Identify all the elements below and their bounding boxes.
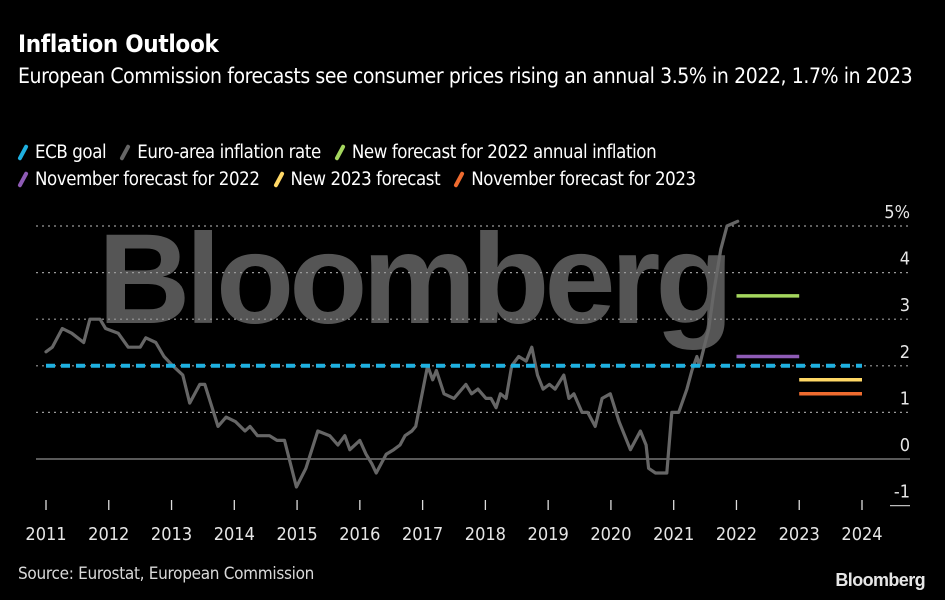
legend-label: New 2023 forecast	[290, 169, 441, 190]
y-tick-label: 5%	[884, 202, 910, 223]
x-tick-label: 2024	[841, 524, 882, 545]
series-line-euro-area-inflation-rate	[44, 219, 740, 489]
legend-label: November forecast for 2023	[471, 169, 696, 190]
legend-item-november-forecast-2023: November forecast for 2023	[453, 169, 696, 190]
y-tick-label: 3	[900, 295, 910, 316]
y-tick-label: 4	[900, 249, 910, 270]
legend-label: New forecast for 2022 annual inflation	[351, 142, 657, 163]
x-tick-label: 2019	[528, 524, 569, 545]
x-tick-label: 2013	[151, 524, 192, 545]
legend-item-ecb-goal: ECB goal	[17, 142, 107, 163]
x-tick-label: 2020	[590, 524, 631, 545]
x-tick-label: 2011	[25, 524, 66, 545]
watermark: Bloomberg	[98, 208, 729, 351]
x-tick-label: 2012	[88, 524, 129, 545]
x-tick-label: 2023	[779, 524, 820, 545]
chart-title: Inflation Outlook	[18, 30, 219, 58]
x-tick-label: 2017	[402, 524, 443, 545]
legend-label: ECB goal	[35, 142, 107, 163]
y-tick-label: -1	[894, 482, 910, 503]
legend-label: Euro-area inflation rate	[137, 142, 321, 163]
source-note: Source: Eurostat, European Commission	[18, 564, 315, 584]
y-tick-label: 2	[900, 342, 910, 363]
x-tick-label: 2022	[716, 524, 757, 545]
series-group	[44, 219, 862, 489]
x-tick-label: 2015	[276, 524, 317, 545]
x-axis: 2011 2012 2013 2014 2015 2016 2017 2018 2019 2020…	[25, 500, 883, 545]
x-tick-label: 2021	[653, 524, 694, 545]
y-axis: 5% 4 3 2 1 0 -1	[884, 202, 910, 503]
legend-row-1: ECB goal Euro-area inflation rate New fo…	[17, 142, 938, 163]
legend-item-november-forecast-2022: November forecast for 2022	[17, 169, 260, 190]
legend-label: November forecast for 2022	[35, 169, 260, 190]
y-tick-label: 1	[900, 388, 910, 409]
x-tick-label: 2016	[339, 524, 380, 545]
legend-row-2: November forecast for 2022 New 2023 fore…	[17, 169, 938, 190]
y-tick-label: 0	[900, 435, 910, 456]
x-tick-label: 2014	[214, 524, 255, 545]
legend-item-inflation-rate: Euro-area inflation rate	[119, 142, 321, 163]
x-tick-label: 2018	[465, 524, 506, 545]
bloomberg-logo: Bloomberg	[835, 570, 925, 590]
chart-subtitle: European Commission forecasts see consum…	[18, 64, 913, 88]
legend-item-new-forecast-2022: New forecast for 2022 annual inflation	[334, 142, 657, 163]
legend-item-new-forecast-2023: New 2023 forecast	[272, 169, 441, 190]
